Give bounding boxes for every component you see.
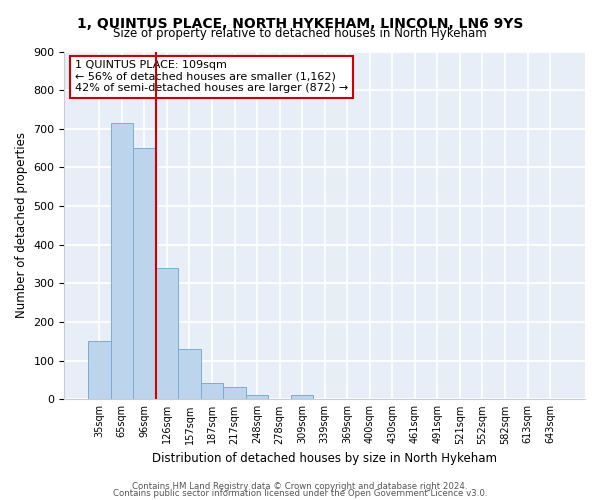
Bar	[201, 382, 223, 400]
Y-axis label: Number of detached properties: Number of detached properties	[15, 132, 28, 318]
Bar	[223, 387, 246, 400]
Bar	[178, 349, 201, 400]
Text: Contains HM Land Registry data © Crown copyright and database right 2024.: Contains HM Land Registry data © Crown c…	[132, 482, 468, 491]
Bar	[246, 394, 268, 400]
X-axis label: Distribution of detached houses by size in North Hykeham: Distribution of detached houses by size …	[152, 452, 497, 465]
Bar	[88, 342, 110, 400]
Text: 1 QUINTUS PLACE: 109sqm
← 56% of detached houses are smaller (1,162)
42% of semi: 1 QUINTUS PLACE: 109sqm ← 56% of detache…	[75, 60, 348, 94]
Text: 1, QUINTUS PLACE, NORTH HYKEHAM, LINCOLN, LN6 9YS: 1, QUINTUS PLACE, NORTH HYKEHAM, LINCOLN…	[77, 18, 523, 32]
Bar	[155, 268, 178, 400]
Bar	[110, 123, 133, 400]
Text: Size of property relative to detached houses in North Hykeham: Size of property relative to detached ho…	[113, 28, 487, 40]
Bar	[133, 148, 155, 400]
Bar	[291, 396, 313, 400]
Text: Contains public sector information licensed under the Open Government Licence v3: Contains public sector information licen…	[113, 490, 487, 498]
